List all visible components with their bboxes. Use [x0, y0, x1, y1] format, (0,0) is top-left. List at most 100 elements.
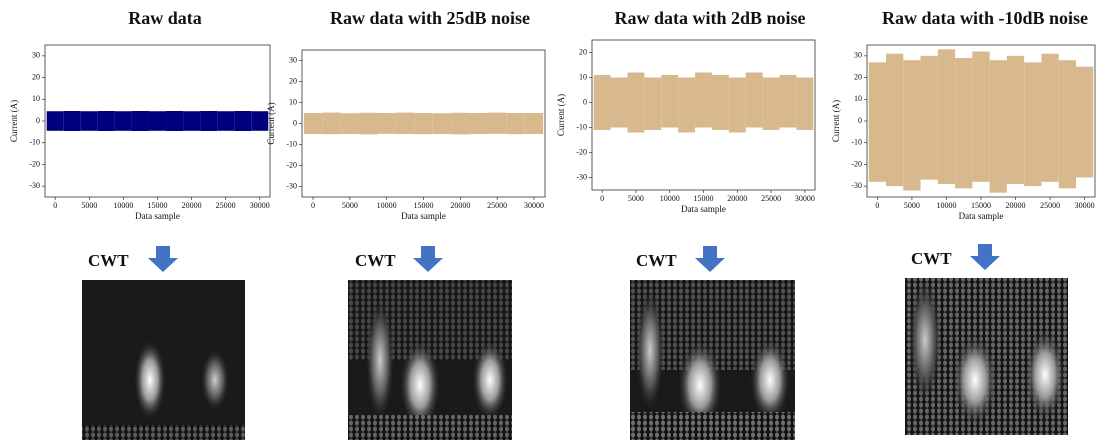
signal-band: [217, 111, 235, 131]
signal-band: [340, 113, 360, 134]
signal-band: [377, 113, 396, 134]
y-axis-label: Current (A): [9, 100, 19, 142]
x-tick-label: 0: [311, 201, 315, 210]
signal-band: [131, 111, 149, 131]
signal-band: [183, 111, 201, 131]
y-tick-label: 20: [32, 72, 40, 81]
x-tick-label: 5000: [904, 201, 920, 210]
signal-band: [1006, 55, 1025, 184]
signal-band: [903, 60, 921, 191]
y-tick-label: -20: [29, 159, 40, 168]
signal-band: [303, 113, 323, 134]
y-tick-label: 0: [583, 97, 587, 106]
x-tick-label: 10000: [377, 201, 397, 210]
signal-band: [1024, 62, 1042, 187]
signal-band: [148, 111, 167, 131]
signal-band: [451, 112, 470, 135]
y-tick-label: -30: [29, 181, 40, 190]
x-tick-label: 30000: [795, 194, 815, 203]
signal-band: [937, 49, 956, 184]
cwt-image: [630, 280, 795, 440]
x-axis-label: Data sample: [401, 211, 446, 221]
y-axis-label: Current (A): [266, 102, 276, 144]
signal-band: [695, 72, 712, 128]
x-tick-label: 10000: [660, 194, 680, 203]
signal-band: [745, 72, 763, 128]
x-tick-label: 20000: [1006, 201, 1026, 210]
y-tick-label: -30: [576, 172, 587, 181]
y-tick-label: -20: [286, 160, 297, 169]
y-tick-label: 10: [579, 72, 587, 81]
x-tick-label: 20000: [450, 201, 470, 210]
signal-band: [678, 77, 696, 133]
signal-band: [593, 75, 611, 130]
cwt-image: [348, 280, 512, 440]
arrow: [148, 246, 178, 272]
x-tick-label: 20000: [727, 194, 747, 203]
signal-band: [762, 77, 780, 130]
x-axis-label: Data sample: [135, 211, 180, 221]
signal-band: [644, 77, 662, 130]
y-tick-label: -10: [286, 139, 297, 148]
signal-band: [1076, 66, 1094, 178]
signal-band: [989, 60, 1007, 193]
x-tick-label: 15000: [694, 194, 714, 203]
x-tick-label: 5000: [628, 194, 644, 203]
signal-band: [414, 113, 433, 135]
x-tick-label: 10000: [113, 201, 133, 210]
y-tick-label: -30: [851, 181, 862, 190]
signal-band: [251, 111, 269, 131]
x-axis-label: Data sample: [959, 211, 1004, 221]
arrow: [970, 244, 1000, 270]
x-tick-label: 25000: [216, 201, 236, 210]
signal-band: [395, 112, 415, 134]
signal-band: [1058, 60, 1076, 189]
y-tick-label: 20: [579, 47, 587, 56]
signal-band: [63, 111, 81, 131]
signal-band: [487, 112, 507, 134]
x-axis-label: Data sample: [681, 204, 726, 214]
y-tick-label: 10: [289, 97, 297, 106]
x-tick-label: 10000: [936, 201, 956, 210]
signal-band: [114, 111, 132, 131]
signal-band: [627, 72, 645, 133]
x-tick-label: 30000: [250, 201, 270, 210]
y-tick-label: 0: [293, 118, 297, 127]
cwt-image: [905, 278, 1068, 435]
transform-label: CWT: [636, 251, 677, 270]
signal-band: [506, 113, 525, 135]
x-tick-label: 30000: [1075, 201, 1095, 210]
signal-band: [432, 113, 452, 134]
y-tick-label: 10: [32, 94, 40, 103]
x-tick-label: 15000: [971, 201, 991, 210]
signal-band: [359, 112, 378, 135]
chart-title: Raw data with -10dB noise: [882, 8, 1088, 28]
signal-band: [610, 77, 628, 128]
x-tick-label: 0: [600, 194, 604, 203]
y-tick-label: -20: [576, 147, 587, 156]
signal-band: [796, 77, 814, 130]
x-tick-label: 5000: [342, 201, 358, 210]
arrows: [148, 244, 1000, 272]
signal-band: [779, 75, 797, 128]
x-tick-label: 30000: [524, 201, 544, 210]
y-tick-label: 0: [36, 116, 40, 125]
signal-band: [972, 51, 990, 182]
x-tick-label: 15000: [148, 201, 168, 210]
signal-band: [524, 113, 544, 134]
y-tick-label: 20: [854, 72, 862, 81]
y-tick-label: 0: [858, 116, 862, 125]
signal-band: [728, 77, 746, 133]
y-tick-label: -10: [851, 138, 862, 147]
x-tick-label: 25000: [761, 194, 781, 203]
signal-band: [46, 111, 64, 131]
signal-band: [1041, 53, 1059, 182]
signal-band: [868, 62, 886, 182]
x-tick-label: 25000: [1040, 201, 1060, 210]
y-tick-label: 10: [854, 94, 862, 103]
transform-label: CWT: [355, 251, 396, 270]
y-axis-label: Current (A): [831, 100, 841, 142]
x-tick-label: 15000: [414, 201, 434, 210]
